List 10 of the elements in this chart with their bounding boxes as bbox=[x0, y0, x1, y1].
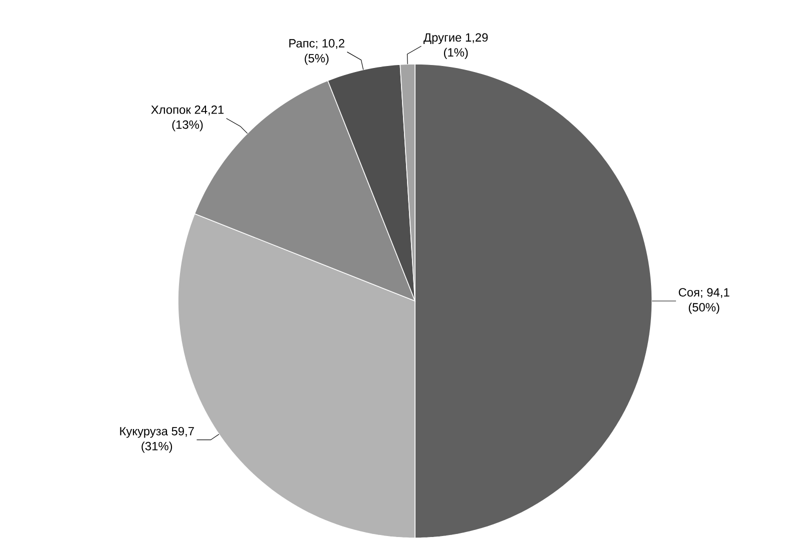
slice-label: Соя; 94,1 bbox=[678, 288, 730, 298]
data-label: (1%) bbox=[444, 48, 468, 59]
data-label: (50%) bbox=[688, 302, 720, 314]
slice-label: Кукуруза 59,7 bbox=[120, 426, 194, 438]
slice-label: Хлопок 24,21 bbox=[151, 105, 224, 116]
data-label: (13%) bbox=[172, 120, 203, 132]
data-label: (5%) bbox=[304, 54, 329, 65]
slice-label: Рапс; 10,2 bbox=[289, 39, 344, 49]
slice-label: Другие 1,29 bbox=[424, 33, 488, 44]
data-label: (31%) bbox=[142, 442, 172, 453]
